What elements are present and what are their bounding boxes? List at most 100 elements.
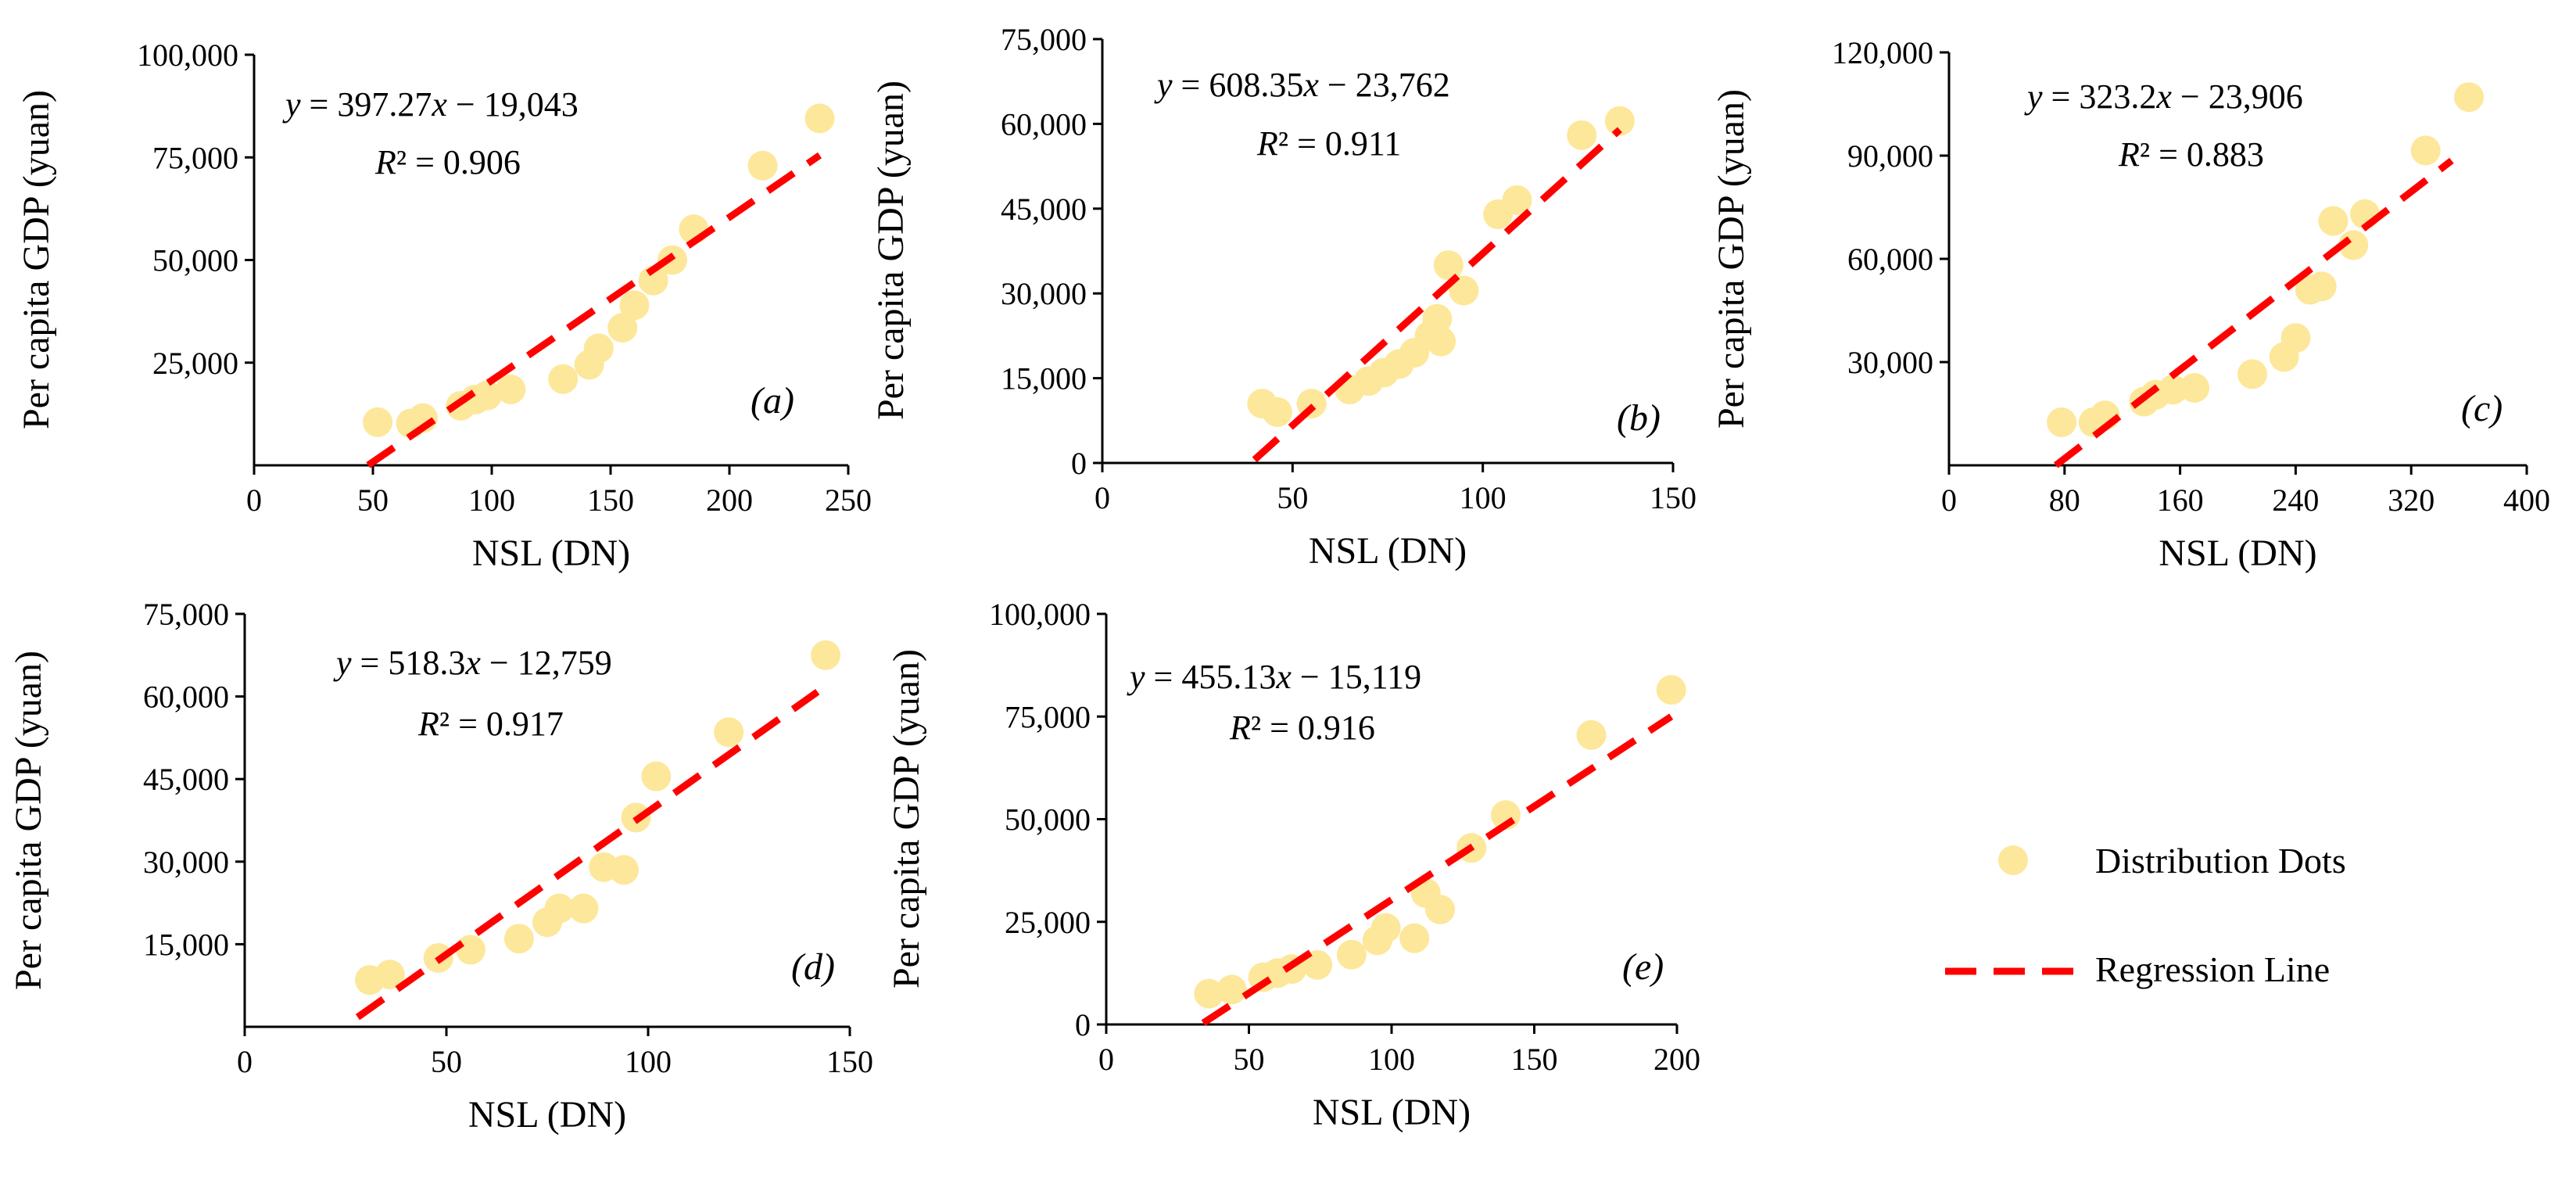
data-point (1370, 913, 1401, 943)
scatter-panel-e: 0 25,000 50,000 75,000 100,000 0 50 100 150 200 NS… (886, 597, 1700, 1133)
y-tick-label: 75,000 (1001, 22, 1087, 57)
data-point (1656, 675, 1686, 705)
regression-line (366, 152, 822, 468)
data-point (1576, 719, 1607, 750)
data-point (471, 380, 502, 411)
regression-equation: y = 518.3x − 12,759 (333, 644, 612, 682)
data-point (2306, 271, 2337, 302)
data-point (1502, 185, 1532, 215)
y-tick-label: 45,000 (1001, 192, 1087, 227)
y-tick-label: 75,000 (1005, 699, 1091, 734)
x-tick-label: 100 (625, 1044, 672, 1079)
y-tick-label: 75,000 (152, 140, 238, 175)
scatter-panel-c: 30,000 60,000 90,000 120,000 0 80 160 240 320 400… (1711, 35, 2550, 574)
x-tick-label: 0 (1095, 480, 1110, 515)
data-point (1336, 939, 1367, 970)
y-tick-label: 45,000 (143, 762, 229, 797)
data-point (1194, 978, 1224, 1009)
legend-dots-label: Distribution Dots (2095, 841, 2346, 881)
r-squared-label: R² = 0.917 (417, 705, 564, 743)
data-point (619, 290, 650, 321)
x-tick-label: 150 (1650, 480, 1696, 515)
y-tick-label: 25,000 (152, 346, 238, 381)
data-point (747, 150, 778, 181)
data-point (607, 313, 638, 343)
regression-line (1201, 713, 1674, 1026)
x-axis-title: NSL (DN) (472, 533, 630, 574)
y-axis-title: Per capita GDP (yuan) (16, 90, 57, 429)
r-squared-label: R² = 0.911 (1256, 124, 1401, 163)
legend-dot-icon (1998, 845, 2028, 875)
r-squared-label: R² = 0.883 (2118, 135, 2264, 174)
regression-equation: y = 608.35x − 23,762 (1154, 66, 1450, 104)
y-tick-label: 100,000 (989, 597, 1091, 632)
regression-equation: y = 323.2x − 23,906 (2024, 77, 2303, 116)
data-point (2454, 82, 2485, 113)
x-tick-label: 150 (1511, 1042, 1558, 1077)
data-point (455, 935, 485, 965)
y-tick-label: 15,000 (143, 927, 229, 962)
scatter-panel-b: 0 15,000 30,000 45,000 60,000 75,000 0 50 100 150… (870, 22, 1696, 572)
data-point (503, 924, 534, 954)
panel-tag: (c) (2461, 388, 2503, 429)
data-point (2047, 407, 2077, 437)
x-tick-label: 320 (2388, 483, 2434, 518)
data-point (583, 333, 614, 364)
panel-tag: (e) (1622, 946, 1664, 988)
y-tick-label: 25,000 (1005, 905, 1091, 940)
data-point (2280, 323, 2311, 353)
data-point (548, 364, 579, 394)
y-tick-label: 60,000 (1001, 106, 1087, 142)
scatter-panel-a: 25,000 50,000 75,000 100,000 0 50 100 150 200 250… (16, 38, 872, 574)
legend-line-label: Regression Line (2095, 949, 2330, 989)
y-tick-label: 30,000 (1847, 345, 1933, 380)
data-point (1422, 303, 1453, 334)
data-point (811, 640, 841, 670)
x-tick-label: 0 (237, 1044, 253, 1079)
x-tick-label: 100 (468, 483, 515, 518)
y-tick-label: 90,000 (1847, 138, 1933, 174)
data-point (1567, 120, 1597, 150)
x-axis-title: NSL (DN) (1309, 530, 1467, 572)
x-tick-label: 50 (1234, 1042, 1265, 1077)
x-tick-label: 0 (1941, 483, 1957, 518)
x-tick-label: 200 (1653, 1042, 1700, 1077)
data-point (638, 265, 668, 296)
y-tick-label: 50,000 (1005, 802, 1091, 838)
regression-line (2053, 157, 2454, 468)
y-tick-label: 30,000 (1001, 276, 1087, 311)
x-axis-title: NSL (DN) (2159, 533, 2316, 574)
data-point (641, 761, 672, 791)
data-point (2158, 375, 2188, 405)
x-tick-label: 0 (246, 483, 262, 518)
y-tick-label: 100,000 (137, 38, 238, 73)
data-point (363, 407, 393, 437)
y-tick-label: 50,000 (152, 243, 238, 278)
x-tick-label: 150 (587, 483, 634, 518)
data-point (2318, 206, 2348, 236)
x-tick-label: 80 (2049, 483, 2080, 518)
regression-line (1252, 127, 1622, 463)
data-point (1399, 923, 1430, 953)
data-point (1449, 275, 1479, 306)
data-point (714, 717, 744, 748)
y-axis-title: Per capita GDP (yuan) (1711, 89, 1752, 429)
panel-tag: (a) (751, 380, 794, 422)
x-tick-label: 0 (1098, 1042, 1114, 1077)
panel-tag: (d) (791, 946, 835, 988)
x-tick-label: 400 (2503, 483, 2550, 518)
y-tick-label: 60,000 (1847, 242, 1933, 277)
y-tick-label: 15,000 (1001, 361, 1087, 396)
data-point (2410, 135, 2441, 166)
data-point (568, 893, 599, 924)
panel-tag: (b) (1617, 397, 1661, 439)
data-point (1433, 250, 1464, 281)
y-tick-label: 60,000 (143, 680, 229, 715)
data-point (1426, 326, 1456, 357)
y-axis-title: Per capita GDP (yuan) (870, 81, 912, 420)
data-point (544, 893, 575, 924)
x-tick-label: 200 (706, 483, 753, 518)
data-point (2180, 373, 2210, 403)
x-tick-label: 50 (431, 1044, 462, 1079)
